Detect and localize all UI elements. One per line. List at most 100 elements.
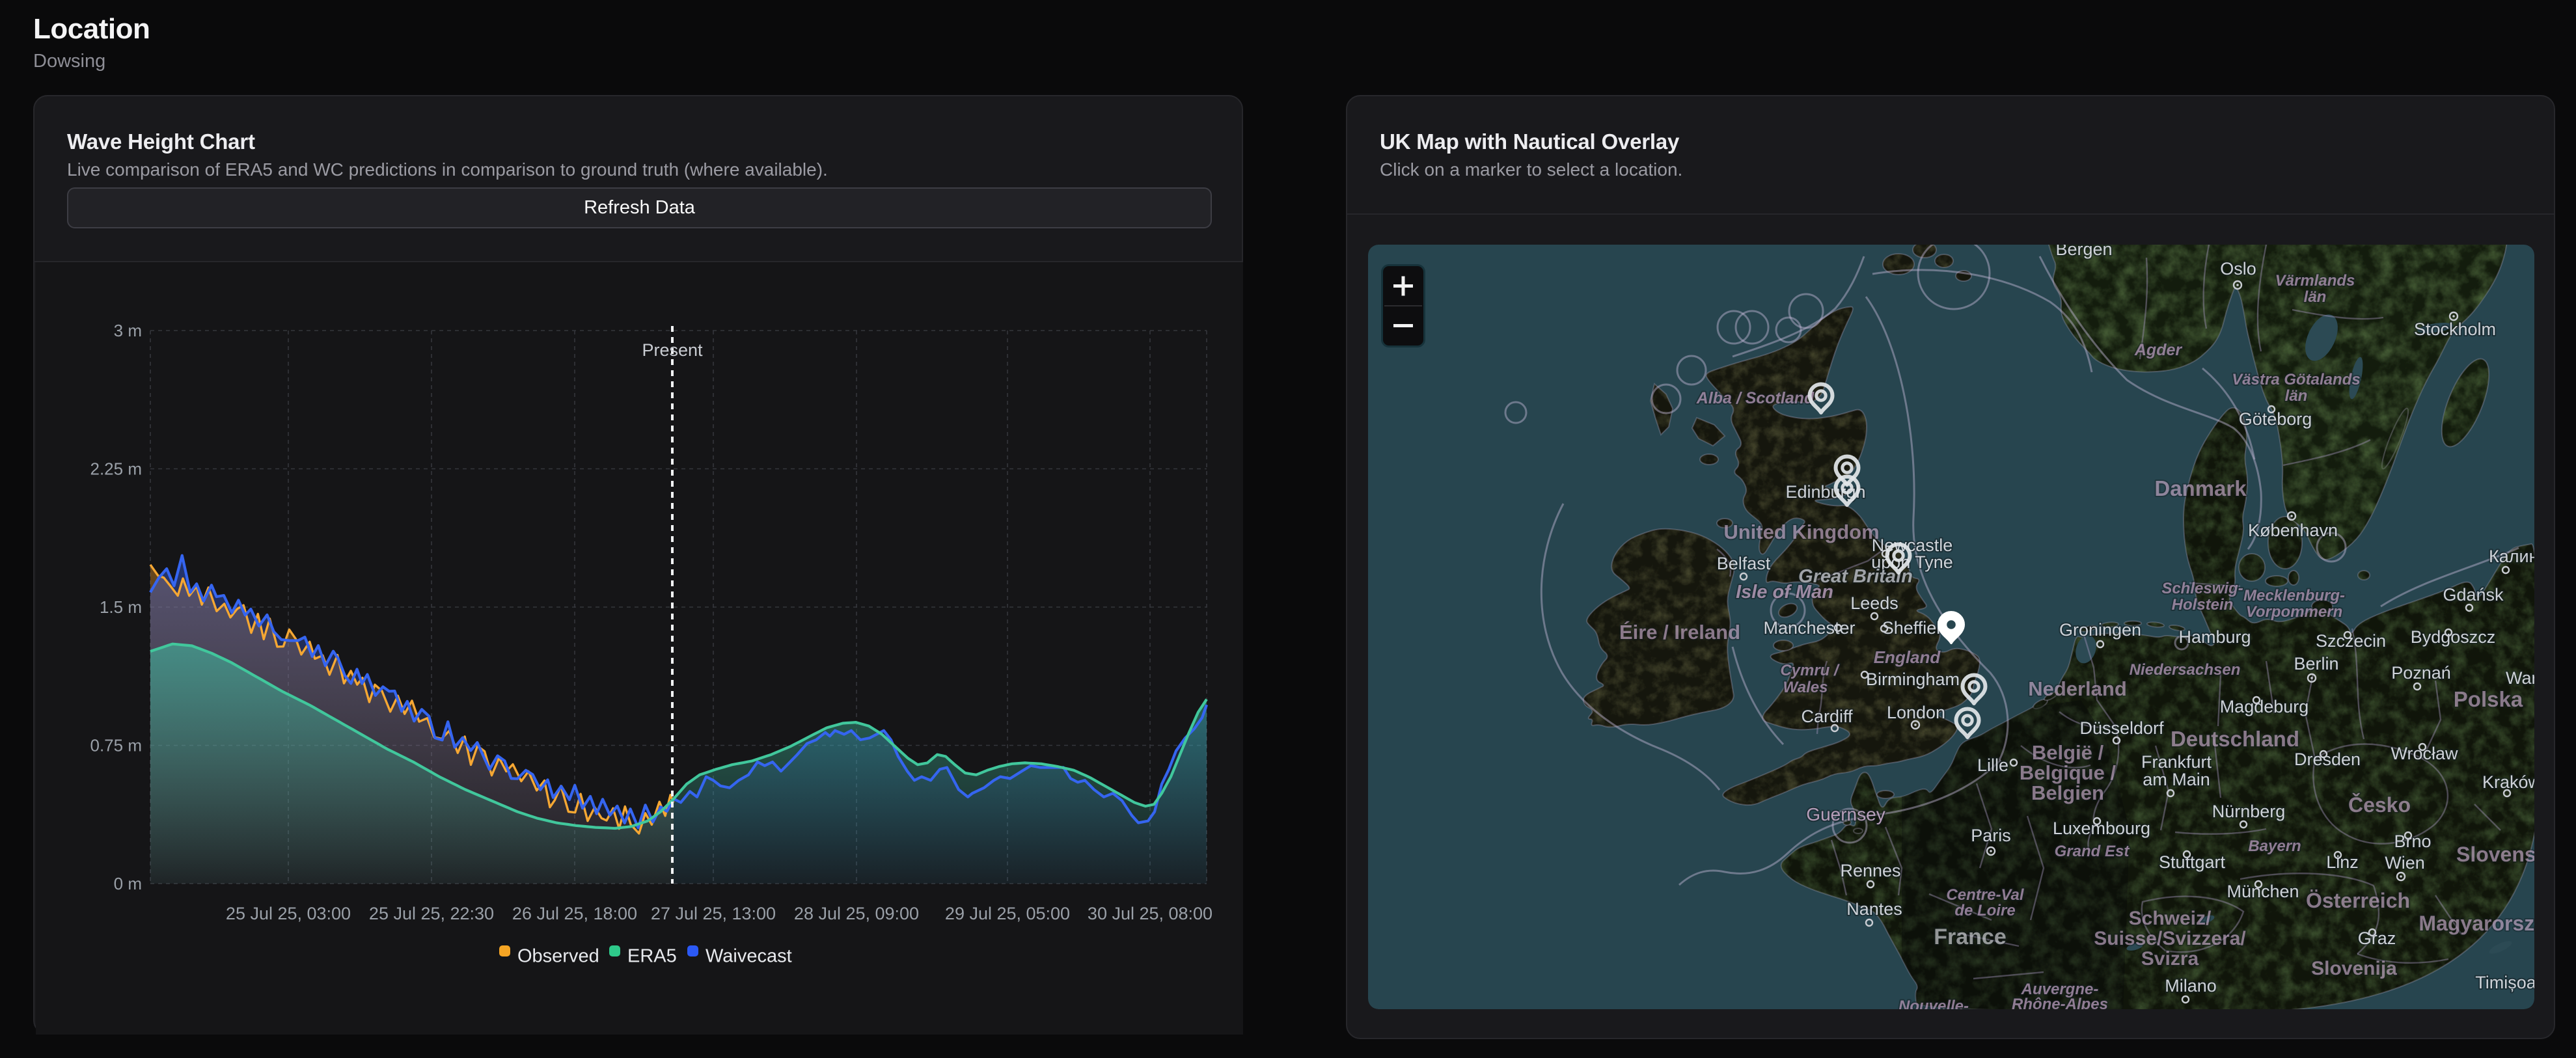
svg-text:Västra Götalands: Västra Götalands (2232, 371, 2360, 388)
svg-text:Bayern: Bayern (2248, 837, 2301, 855)
svg-text:Stuttgart: Stuttgart (2159, 852, 2226, 872)
svg-text:Great Britain: Great Britain (1798, 566, 1913, 587)
svg-text:Kraków: Kraków (2482, 772, 2534, 792)
svg-text:Göteborg: Göteborg (2239, 409, 2312, 429)
svg-text:Belfast: Belfast (1717, 554, 1771, 573)
svg-text:Present: Present (642, 340, 703, 360)
svg-text:30 Jul 25, 08:00: 30 Jul 25, 08:00 (1088, 904, 1213, 923)
svg-text:London: London (1887, 703, 1945, 722)
svg-text:France: France (1934, 925, 2007, 949)
svg-text:United Kingdom: United Kingdom (1723, 521, 1879, 543)
svg-text:Magdeburg: Magdeburg (2220, 697, 2309, 716)
svg-text:25 Jul 25, 22:30: 25 Jul 25, 22:30 (369, 904, 494, 923)
svg-text:Nürnberg: Nürnberg (2212, 802, 2286, 821)
svg-text:Observed: Observed (517, 946, 599, 967)
svg-text:Milano: Milano (2165, 976, 2217, 996)
svg-text:län: län (2304, 288, 2327, 306)
svg-text:Éire / Ireland: Éire / Ireland (1619, 621, 1740, 644)
svg-text:Danmark: Danmark (2154, 476, 2247, 500)
svg-text:Luxembourg: Luxembourg (2053, 819, 2150, 838)
svg-text:upon Tyne: upon Tyne (1871, 552, 1953, 572)
svg-text:Waivecast: Waivecast (706, 946, 792, 967)
svg-text:Belgien: Belgien (2031, 781, 2104, 804)
svg-text:Österreich: Österreich (2306, 889, 2410, 912)
svg-text:Graz: Graz (2358, 929, 2396, 948)
svg-text:Česko: Česko (2348, 793, 2411, 817)
svg-text:Bergen: Bergen (2055, 245, 2112, 259)
svg-text:de Loire: de Loire (1954, 902, 2015, 919)
svg-text:Wales: Wales (1783, 679, 1828, 696)
svg-text:Newcastle: Newcastle (1872, 536, 1953, 555)
svg-text:Brno: Brno (2394, 832, 2431, 851)
svg-text:Polska: Polska (2454, 687, 2523, 711)
svg-text:Schweiz/: Schweiz/ (2129, 908, 2212, 929)
svg-text:Cardiff: Cardiff (1801, 707, 1853, 726)
svg-text:28 Jul 25, 09:00: 28 Jul 25, 09:00 (794, 904, 919, 923)
svg-text:län: län (2285, 387, 2308, 405)
svg-text:Paris: Paris (1971, 826, 2011, 845)
svg-text:2.25 m: 2.25 m (90, 459, 143, 478)
svg-text:Poznań: Poznań (2391, 663, 2451, 683)
svg-text:Groningen: Groningen (2059, 620, 2141, 640)
svg-text:Värmlands: Värmlands (2275, 272, 2355, 290)
svg-text:Nouvelle-: Nouvelle- (1898, 997, 1969, 1009)
svg-text:Vorpommern: Vorpommern (2246, 603, 2342, 621)
svg-text:England: England (1874, 647, 1941, 667)
svg-text:0.75 m: 0.75 m (90, 735, 143, 755)
svg-text:ERA5: ERA5 (627, 946, 677, 967)
svg-text:1.5 m: 1.5 m (100, 597, 142, 617)
svg-text:München: München (2227, 882, 2299, 901)
svg-text:België /: België / (2032, 741, 2104, 764)
svg-text:Cymru /: Cymru / (1780, 662, 1840, 679)
svg-text:Svizra: Svizra (2141, 948, 2199, 970)
svg-text:Oslo: Oslo (2220, 259, 2256, 278)
svg-text:København: København (2248, 521, 2338, 540)
svg-text:Slovensko: Slovensko (2456, 843, 2534, 866)
svg-text:Lille: Lille (1977, 755, 2008, 775)
svg-text:Berlin: Berlin (2294, 654, 2338, 673)
svg-text:Hamburg: Hamburg (2178, 627, 2251, 647)
svg-text:25 Jul 25, 03:00: 25 Jul 25, 03:00 (226, 904, 351, 923)
svg-text:27 Jul 25, 13:00: 27 Jul 25, 13:00 (651, 904, 776, 923)
svg-text:Belgique /: Belgique / (2020, 761, 2117, 784)
svg-text:am Main: am Main (2143, 770, 2210, 789)
svg-text:Wrocław: Wrocław (2391, 744, 2458, 763)
svg-text:Szczecin: Szczecin (2316, 631, 2386, 651)
svg-text:Rhône-Alpes: Rhône-Alpes (2012, 996, 2108, 1009)
svg-text:Birmingham: Birmingham (1866, 670, 1960, 689)
svg-text:Holstein: Holstein (2172, 596, 2234, 614)
svg-text:Mecklenburg-: Mecklenburg- (2243, 587, 2345, 604)
svg-text:Deutschland: Deutschland (2171, 727, 2299, 751)
svg-text:Magyarország: Magyarország (2418, 912, 2534, 935)
svg-text:Nantes: Nantes (1846, 899, 1902, 919)
svg-text:Wien: Wien (2385, 853, 2425, 873)
svg-text:Warszawa: Warszawa (2506, 668, 2534, 688)
svg-text:Manchester: Manchester (1763, 618, 1855, 638)
svg-text:Alba / Scotland: Alba / Scotland (1696, 389, 1815, 407)
svg-text:Rennes: Rennes (1840, 861, 1900, 880)
svg-text:Schleswig-: Schleswig- (2161, 580, 2243, 597)
svg-text:Niedersachsen: Niedersachsen (2130, 661, 2241, 679)
svg-text:Калининград: Калининград (2489, 547, 2534, 566)
svg-text:Nederland: Nederland (2028, 677, 2127, 700)
svg-text:Leeds: Leeds (1850, 593, 1898, 613)
svg-text:Frankfurt: Frankfurt (2141, 752, 2212, 772)
svg-text:Slovenija: Slovenija (2311, 958, 2397, 979)
svg-text:Agder: Agder (2134, 341, 2183, 359)
svg-text:Grand Est: Grand Est (2055, 843, 2130, 860)
svg-text:3 m: 3 m (114, 321, 142, 340)
svg-text:Linz: Linz (2326, 852, 2359, 872)
svg-text:Düsseldorf: Düsseldorf (2079, 718, 2164, 738)
svg-text:Stockholm: Stockholm (2414, 319, 2496, 339)
svg-text:26 Jul 25, 18:00: 26 Jul 25, 18:00 (512, 904, 637, 923)
svg-text:Auvergne-: Auvergne- (2021, 981, 2099, 998)
svg-text:0 m: 0 m (114, 874, 142, 893)
svg-text:Suisse/Svizzera/: Suisse/Svizzera/ (2094, 928, 2246, 949)
svg-text:Bydgoszcz: Bydgoszcz (2411, 627, 2496, 647)
svg-text:Timișoara: Timișoara (2475, 973, 2534, 992)
svg-text:Centre-Val: Centre-Val (1946, 886, 2024, 904)
svg-text:Gdańsk: Gdańsk (2443, 585, 2504, 604)
svg-text:Dresden: Dresden (2294, 750, 2361, 769)
svg-text:Guernsey: Guernsey (1806, 804, 1885, 824)
svg-text:Isle of Man: Isle of Man (1736, 582, 1833, 603)
